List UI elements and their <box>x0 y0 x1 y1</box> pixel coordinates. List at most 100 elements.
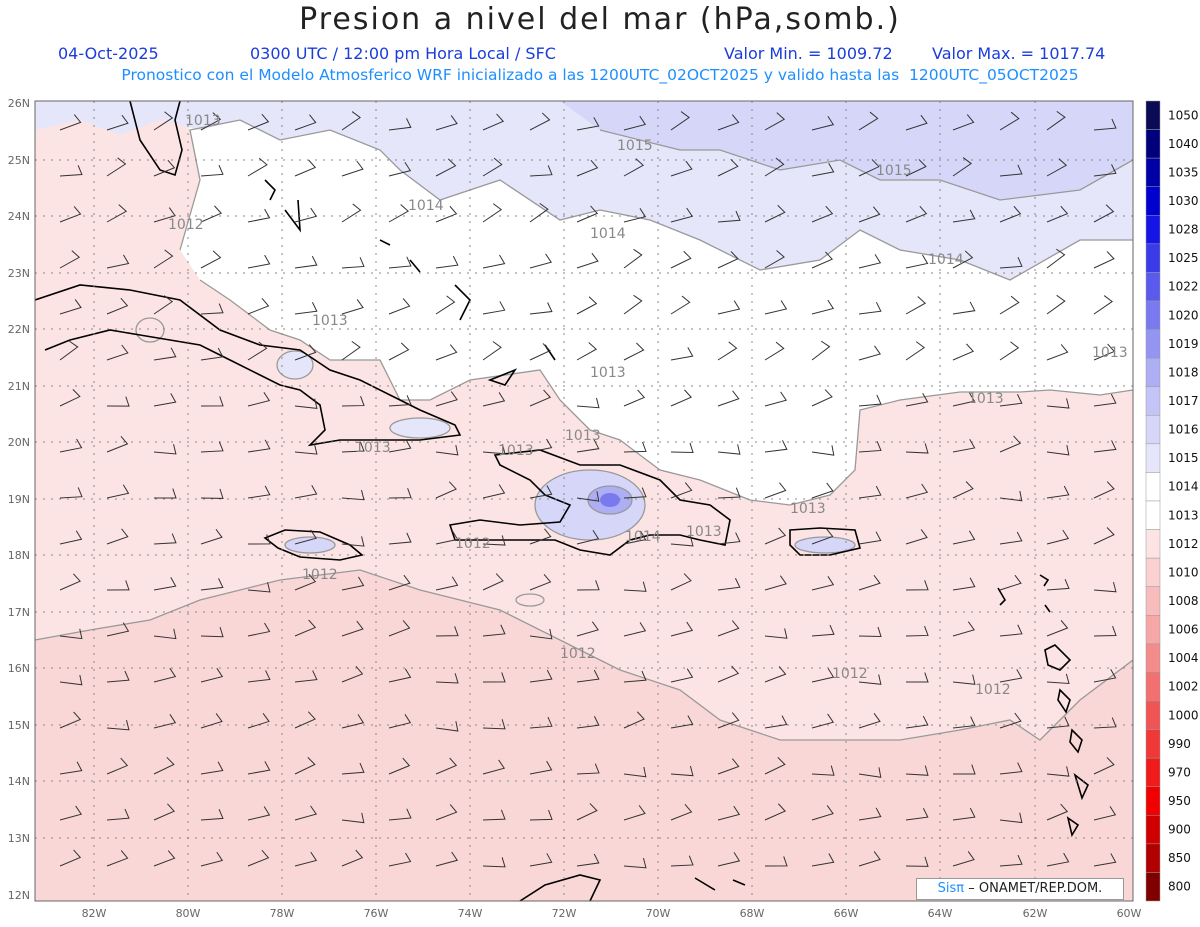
wind-barb <box>858 807 882 821</box>
wind-barb <box>388 488 412 499</box>
wind-barb <box>247 534 271 545</box>
contour-label: 1013 <box>440 547 443 549</box>
wind-barb <box>670 715 694 729</box>
legend-swatch <box>1145 700 1161 730</box>
wind-barb <box>435 673 459 684</box>
forecast-date: 04-Oct-2025 <box>58 44 159 63</box>
lon-label: 76W <box>364 907 389 920</box>
wind-barb <box>1093 757 1115 775</box>
wind-barb <box>153 756 175 775</box>
wind-barb <box>1046 529 1070 545</box>
wind-barb <box>623 530 647 545</box>
wind-barb <box>388 298 411 315</box>
wind-barb <box>106 580 130 591</box>
wind-barb <box>106 204 128 223</box>
wind-barb <box>858 254 882 269</box>
wind-barb <box>435 626 459 637</box>
legend-swatch <box>1145 215 1161 245</box>
wind-barb <box>529 253 553 269</box>
wind-barb <box>1046 205 1069 223</box>
wind-barb <box>670 389 693 407</box>
wind-barb <box>388 532 412 545</box>
region-1012 <box>35 570 1133 901</box>
wind-barb <box>576 252 599 269</box>
wind-barb <box>858 767 882 778</box>
wind-barb <box>435 530 459 545</box>
wind-barb <box>905 254 929 269</box>
legend-swatch <box>1145 300 1161 330</box>
color-legend: 1050 1040 1035 1030 1028 1025 1022 1020 1019 1018… <box>1145 100 1199 902</box>
wind-barb <box>59 206 82 223</box>
legend-level: 1017 <box>1168 394 1199 408</box>
legend-level: 800 <box>1168 880 1191 894</box>
wind-barb <box>764 204 786 223</box>
contour-label: 1013 <box>686 524 722 540</box>
wind-barb <box>623 208 647 223</box>
legend-level: 900 <box>1168 823 1191 837</box>
contour-label: 1014 <box>625 529 661 545</box>
wind-barb <box>341 665 364 683</box>
wind-barb <box>717 210 741 223</box>
wind-barb <box>435 115 458 131</box>
wind-barb <box>106 757 129 775</box>
wind-barb <box>717 390 740 407</box>
wind-barb <box>670 803 693 821</box>
max-value: Valor Max. = 1017.74 <box>932 44 1106 63</box>
wind-barb <box>200 112 222 131</box>
wind-barb <box>811 576 835 591</box>
wind-barb <box>200 396 224 407</box>
wind-barb <box>952 438 976 453</box>
wind-barb <box>341 576 365 591</box>
wind-barb <box>999 669 1023 683</box>
wind-barb <box>435 804 458 821</box>
wind-barb <box>294 851 318 867</box>
wind-barb <box>623 115 647 131</box>
wind-barb <box>717 444 741 455</box>
wind-barb <box>764 666 787 683</box>
wind-barb <box>1093 251 1115 269</box>
wind-barb <box>106 344 129 361</box>
wind-barb <box>1093 393 1117 407</box>
wind-barb <box>482 203 503 223</box>
wind-barb <box>294 159 317 177</box>
wind-barb <box>717 852 741 867</box>
wind-barb <box>905 807 929 821</box>
wind-barb <box>529 528 552 545</box>
wind-barb <box>811 528 834 545</box>
wind-barb <box>670 442 694 454</box>
wind-barb <box>341 620 364 637</box>
wind-barb <box>1046 445 1070 456</box>
wind-barb <box>952 530 976 545</box>
wind-barb <box>623 487 647 499</box>
wind-barb <box>482 535 506 546</box>
lat-label: 12N <box>8 889 30 902</box>
wind-barb <box>764 112 786 131</box>
wind-barb <box>482 759 506 775</box>
wind-barb <box>670 855 694 867</box>
wind-barb <box>200 761 224 775</box>
lon-label: 82W <box>82 907 107 920</box>
wind-barb <box>811 482 834 499</box>
legend-level: 1000 <box>1168 708 1199 722</box>
wind-barb <box>1093 440 1117 453</box>
wind-barb <box>529 389 552 407</box>
wind-barb <box>482 672 506 683</box>
wind-barb <box>623 711 645 729</box>
legend-swatch <box>1145 415 1161 445</box>
lon-label: 64W <box>928 907 953 920</box>
legend-level: 1010 <box>1168 565 1199 579</box>
legend-swatch <box>1145 100 1161 130</box>
wind-barb <box>1046 673 1070 685</box>
wind-barb <box>435 158 457 177</box>
legend-swatch <box>1145 472 1161 502</box>
credit-text: – ONAMET/REP.DOM. <box>968 881 1103 896</box>
wind-barb <box>529 343 551 361</box>
wind-barb <box>153 533 177 545</box>
wind-barb <box>623 670 647 683</box>
wind-barb <box>952 481 974 499</box>
lat-label: 18N <box>8 549 30 562</box>
wind-barb <box>341 203 362 223</box>
wind-barb <box>623 441 647 453</box>
wind-barb <box>811 668 835 683</box>
wind-barb <box>341 257 365 269</box>
